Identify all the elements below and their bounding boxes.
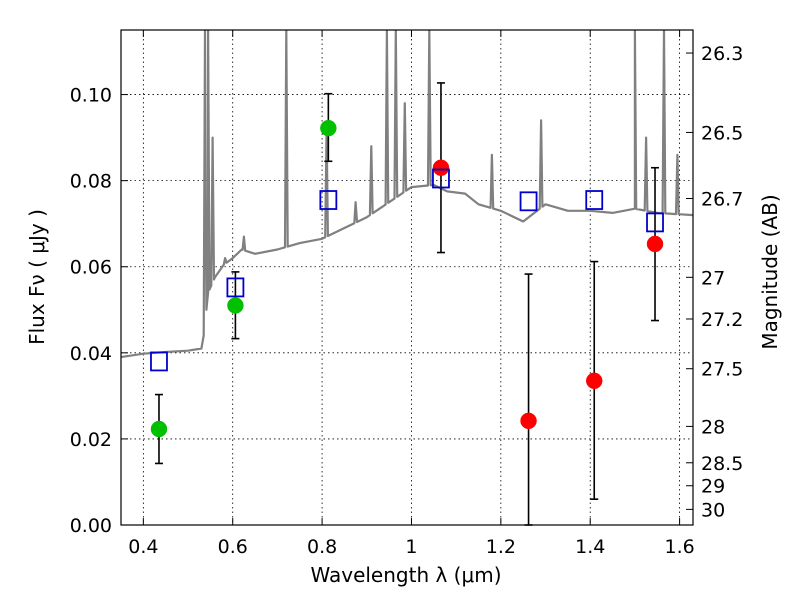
y-tick-label: 0.02 xyxy=(70,429,112,451)
y2-tick-label: 28 xyxy=(701,416,725,438)
x-axis-label: Wavelength λ (μm) xyxy=(310,563,501,587)
y-tick-label: 0.04 xyxy=(70,343,112,365)
data-point-circle xyxy=(646,235,664,253)
x-tick-label: 0.4 xyxy=(128,536,158,558)
data-point-circle xyxy=(227,297,244,314)
ticks xyxy=(121,30,693,526)
data-point-square xyxy=(226,277,245,298)
data-point-circle xyxy=(320,119,337,137)
data-point-circle xyxy=(150,420,168,438)
x-tick-label: 1.6 xyxy=(664,536,694,558)
y2-tick-label: 29 xyxy=(701,476,725,498)
x-tick-label: 1.2 xyxy=(486,536,516,558)
data-point-square xyxy=(519,191,538,212)
y2-tick-label: 30 xyxy=(701,499,725,521)
marks-layer xyxy=(150,82,664,526)
y2-tick-label: 26.5 xyxy=(701,122,743,144)
data-point-circle xyxy=(432,159,450,176)
plot-area xyxy=(121,30,693,525)
data-point-square xyxy=(432,168,450,189)
data-point-square xyxy=(585,190,604,210)
spectrum-layer xyxy=(121,30,693,359)
y-tick-label: 0.06 xyxy=(70,257,112,279)
spectrum-line xyxy=(121,30,693,359)
x-tick-label: 1 xyxy=(405,536,417,558)
x-tick-label: 1.4 xyxy=(575,536,605,558)
y2-tick-label: 26.3 xyxy=(701,43,743,65)
y2-tick-label: 28.5 xyxy=(701,453,743,475)
y2-tick-label: 26.7 xyxy=(701,188,743,210)
data-point-square xyxy=(646,212,664,233)
y2-tick-label: 27.5 xyxy=(701,359,743,381)
y-axis-label: Flux Fν ( μJy ) xyxy=(25,209,49,345)
tick-labels: 0.4 0.6 0.8 1 1.2 1.4 1.6 0.00 0.02 0.04 0.06 0.08 0… xyxy=(70,43,744,558)
x-tick-label: 0.8 xyxy=(307,536,337,558)
x-tick-label: 0.6 xyxy=(218,536,248,558)
y2-axis-label: Magnitude (AB) xyxy=(758,194,782,349)
y2-tick-label: 27.2 xyxy=(701,309,743,331)
data-point-square xyxy=(319,190,338,210)
data-point-circle xyxy=(585,372,603,390)
data-point-circle xyxy=(520,412,537,430)
y-tick-label: 0.08 xyxy=(70,171,112,193)
y-tick-label: 0.10 xyxy=(70,85,112,107)
y2-tick-label: 27 xyxy=(701,267,725,289)
data-point-square xyxy=(150,351,168,372)
y-tick-label: 0.00 xyxy=(70,515,112,537)
